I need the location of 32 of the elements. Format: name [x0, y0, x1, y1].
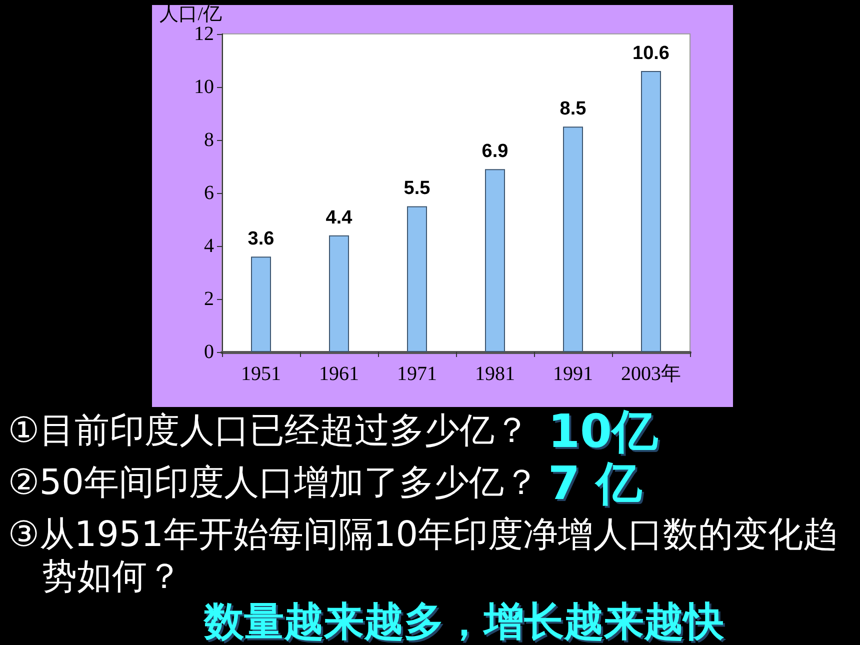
data-label: 4.4: [326, 207, 353, 228]
text: 数量越来越多，增长越来越快: [204, 599, 724, 645]
text: 7 亿: [548, 456, 642, 510]
y-tick-label: 6: [204, 182, 214, 204]
text: 10亿: [548, 404, 658, 458]
data-label: 5.5: [404, 178, 431, 200]
y-axis-title: 人口/亿: [160, 4, 222, 25]
data-label: 6.9: [482, 141, 508, 162]
bar: [251, 256, 271, 352]
y-tick-label: 8: [204, 128, 214, 151]
y-tick-label: 4: [204, 234, 214, 257]
y-tick-label: 2: [204, 288, 214, 310]
bar: [641, 71, 661, 352]
x-tick-label: 1981: [475, 363, 515, 385]
data-label: 8.5: [560, 98, 587, 120]
data-label: 10.6: [632, 43, 670, 64]
text: ③从1951年开始每间隔10年印度净增人口数的变化趋势如何？: [8, 514, 838, 598]
bar: [407, 206, 427, 352]
bar: [563, 126, 583, 352]
data-label: 3.6: [248, 228, 274, 250]
y-tick-label: 12: [194, 22, 214, 45]
text: ②50年间印度人口增加了多少亿？: [8, 462, 539, 504]
text: ①目前印度人口已经超过多少亿？: [8, 410, 530, 452]
x-tick-label: 1971: [397, 363, 437, 385]
x-tick-label: 1961: [319, 363, 359, 385]
y-tick-label: 0: [204, 341, 214, 363]
x-tick-label: 1991: [553, 363, 593, 385]
x-tick-label: 1951: [241, 363, 281, 385]
bar: [329, 235, 349, 352]
bar: [485, 169, 505, 352]
y-tick-label: 10: [194, 76, 214, 98]
x-tick-label: 2003年: [621, 363, 681, 385]
